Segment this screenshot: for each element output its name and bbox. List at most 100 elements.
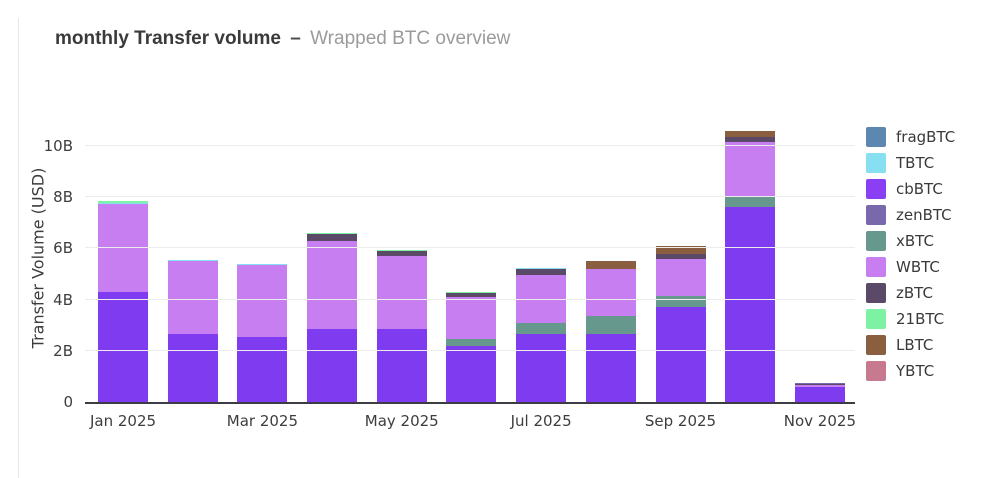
x-tick-label: Sep 2025 [644,412,717,430]
bar-segment-zBTC[interactable] [725,137,776,143]
legend-item-cbBTC[interactable]: cbBTC [866,179,955,199]
legend-item-WBTC[interactable]: WBTC [866,257,955,277]
legend-swatch-icon [866,361,886,381]
bar-segment-21BTC[interactable] [98,201,148,203]
bar-segment-cbBTC[interactable] [98,291,148,402]
bar-segment-WBTC[interactable] [794,385,845,387]
bar-segment-WBTC[interactable] [307,240,358,330]
legend-item-zenBTC[interactable]: zenBTC [866,205,955,225]
legend-label: zenBTC [896,206,952,224]
bar-segment-LBTC[interactable] [725,130,776,138]
gridline [85,196,855,198]
legend-label: YBTC [896,362,935,380]
y-tick-label: 0 [63,393,73,411]
stacked-bar [794,383,845,402]
bar-segment-zBTC[interactable] [307,234,358,241]
bar-segment-zenBTC[interactable] [794,383,845,385]
bar-nov-2025: Nov 2025 [784,383,856,430]
bar-segment-21BTC[interactable] [446,291,497,294]
bar-segment-cbBTC[interactable] [167,334,218,402]
legend-label: LBTC [896,336,934,354]
legend-label: zBTC [896,284,933,302]
bar-segment-zBTC[interactable] [794,384,845,386]
bar-segment-TBTC[interactable] [516,267,567,269]
legend-item-xBTC[interactable]: xBTC [866,231,955,251]
legend-swatch-icon [866,231,886,251]
x-tick-label: Jul 2025 [510,412,572,430]
bar-oct-2025 [725,130,776,402]
bar-segment-WBTC[interactable] [725,142,776,196]
chart-title-main: monthly Transfer volume [55,28,281,49]
bar-segment-zBTC[interactable] [655,253,706,259]
stacked-bar [167,259,218,402]
bar-segment-cbBTC[interactable] [585,334,636,402]
legend-swatch-icon [866,257,886,277]
stacked-bar [446,291,497,402]
legend-item-LBTC[interactable]: LBTC [866,335,955,355]
bar-segment-cbBTC[interactable] [237,336,288,402]
bar-aug-2025 [585,261,636,402]
legend-item-21BTC[interactable]: 21BTC [866,309,955,329]
bar-segment-WBTC[interactable] [167,261,218,335]
bar-jun-2025 [446,291,497,402]
bar-jul-2025: Jul 2025 [511,267,572,430]
y-tick-label: 8B [53,188,73,207]
bar-segment-zBTC[interactable] [376,250,427,257]
stacked-bar [307,233,358,402]
bar-segment-cbBTC[interactable] [376,329,427,402]
x-tick-label: Jan 2025 [89,412,157,430]
legend-label: WBTC [896,258,940,276]
chart-title-subtitle: Wrapped BTC overview [310,28,511,49]
legend-label: TBTC [896,154,935,172]
bar-sep-2025: Sep 2025 [645,245,716,430]
bar-segment-cbBTC[interactable] [655,307,706,402]
bar-segment-zBTC[interactable] [516,268,567,276]
card-left-border [18,18,19,478]
legend-swatch-icon [866,335,886,355]
bar-segment-cbBTC[interactable] [794,386,845,402]
bar-segment-WBTC[interactable] [655,258,706,296]
bar-segment-cbBTC[interactable] [446,345,497,402]
bar-apr-2025 [307,233,358,402]
bar-segment-zBTC[interactable] [446,293,497,298]
stacked-bar [98,201,148,402]
y-tick-label: 6B [53,239,73,258]
legend-item-zBTC[interactable]: zBTC [866,283,955,303]
bar-segment-TBTC[interactable] [98,202,148,204]
y-tick-label: 4B [53,290,73,309]
legend-item-YBTC[interactable]: YBTC [866,361,955,381]
bar-segment-WBTC[interactable] [376,256,427,330]
bar-segment-xBTC[interactable] [446,339,497,346]
bar-segment-WBTC[interactable] [237,265,288,337]
bar-segment-xBTC[interactable] [655,295,706,308]
stacked-bar [376,249,427,402]
legend-swatch-icon [866,283,886,303]
plot-area: Jan 2025 Mar 2025 May 2025 Jul 2025 Sep 2025… [44,115,856,430]
bar-feb-2025 [167,259,218,402]
x-tick-label: Mar 2025 [226,412,298,430]
legend-swatch-icon [866,179,886,199]
bar-segment-cbBTC[interactable] [307,329,358,402]
legend-label: xBTC [896,232,934,250]
bar-segment-WBTC[interactable] [446,297,497,340]
bar-segment-WBTC[interactable] [585,268,636,317]
bar-segment-LBTC[interactable] [585,261,636,269]
bar-segment-LBTC[interactable] [655,245,706,254]
bar-segment-21BTC[interactable] [376,249,427,251]
gridline [85,145,855,146]
bar-segment-xBTC[interactable] [585,316,636,335]
bar-segment-xBTC[interactable] [516,322,567,335]
stacked-bar [725,130,776,402]
legend-label: 21BTC [896,310,945,328]
legend-item-TBTC[interactable]: TBTC [866,153,955,173]
legend-label: fragBTC [896,128,956,146]
legend-swatch-icon [866,127,886,147]
bar-segment-TBTC[interactable] [167,259,218,262]
legend-item-fragBTC[interactable]: fragBTC [866,127,955,147]
bar-segment-xBTC[interactable] [725,195,776,208]
bar-segment-TBTC[interactable] [237,263,288,266]
bar-segment-21BTC[interactable] [307,233,358,235]
bar-segment-cbBTC[interactable] [516,334,567,402]
bar-segment-cbBTC[interactable] [725,207,776,402]
legend-swatch-icon [866,153,886,173]
